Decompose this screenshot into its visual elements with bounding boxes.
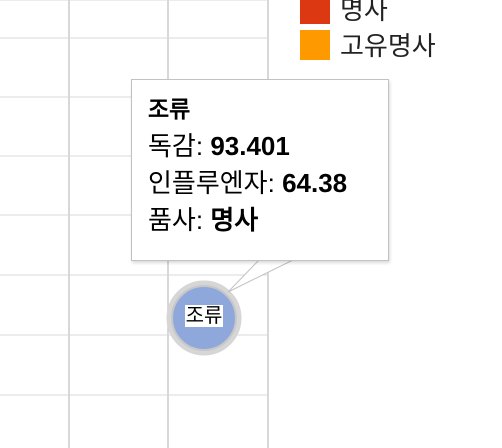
tooltip: 조류 독감: 93.401 인플루엔자: 64.38 품사: 명사 [131, 79, 389, 261]
tooltip-tail [227, 259, 294, 293]
tooltip-row-y-label: 인플루엔자: [148, 168, 275, 198]
legend-item-noun[interactable]: 명사 [300, 0, 388, 27]
legend-swatch-proper-noun [300, 29, 330, 60]
legend-swatch-noun [300, 0, 330, 24]
legend-item-proper-noun[interactable]: 고유명사 [300, 26, 436, 63]
tooltip-row-category: 품사: 명사 [148, 202, 372, 239]
legend-label-proper-noun: 고유명사 [340, 31, 436, 61]
bubble-data-label: 조류 [184, 305, 224, 327]
tooltip-title: 조류 [148, 96, 191, 122]
tooltip-row-category-label: 품사: [148, 205, 204, 235]
tooltip-row-y: 인플루엔자: 64.38 [148, 165, 372, 202]
bubble-highlight-ring [166, 280, 242, 356]
tooltip-row-category-value: 명사 [210, 205, 259, 235]
tooltip-row-x-value: 93.401 [210, 131, 290, 161]
tooltip-row-x: 독감: 93.401 [148, 128, 372, 165]
tooltip-pointer [227, 259, 294, 293]
tooltip-row-x-label: 독감: [148, 131, 204, 161]
legend-label-noun: 명사 [340, 0, 388, 25]
tooltip-row-y-value: 64.38 [282, 168, 348, 198]
